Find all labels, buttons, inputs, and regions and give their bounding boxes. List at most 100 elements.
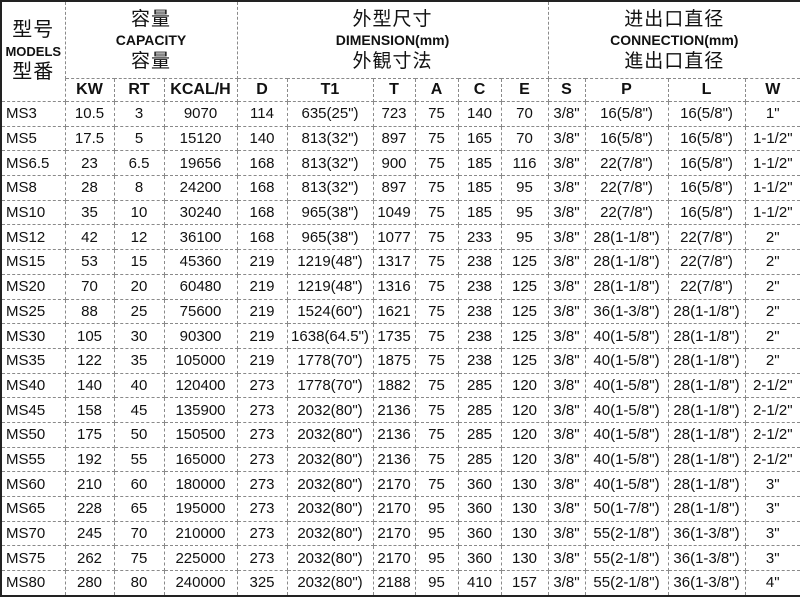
table-cell: 168 [237, 225, 287, 250]
table-cell: 60 [114, 472, 164, 497]
table-cell: 3/8" [548, 151, 585, 176]
table-cell: 2170 [373, 546, 415, 571]
table-cell: 15120 [164, 126, 237, 151]
table-cell: 1875 [373, 348, 415, 373]
model-cell: MS55 [1, 447, 65, 472]
table-cell: 5 [114, 126, 164, 151]
table-cell: 219 [237, 250, 287, 275]
table-cell: 175 [65, 422, 114, 447]
table-cell: 2188 [373, 571, 415, 596]
table-cell: 1-1/2" [745, 176, 800, 201]
table-cell: 12 [114, 225, 164, 250]
table-cell: 40 [114, 373, 164, 398]
table-cell: 273 [237, 398, 287, 423]
table-cell: 1219(48") [287, 274, 373, 299]
model-cell: MS20 [1, 274, 65, 299]
table-cell: 125 [501, 250, 548, 275]
table-cell: 9070 [164, 102, 237, 127]
table-cell: 3/8" [548, 422, 585, 447]
table-cell: 2032(80") [287, 447, 373, 472]
table-cell: 2" [745, 299, 800, 324]
table-cell: 130 [501, 521, 548, 546]
table-cell: 4" [745, 571, 800, 596]
table-cell: 1077 [373, 225, 415, 250]
table-cell: 80 [114, 571, 164, 596]
table-cell: 140 [458, 102, 501, 127]
column-header: KW [65, 79, 114, 102]
table-cell: 36(1-3/8") [668, 571, 745, 596]
table-cell: 3/8" [548, 348, 585, 373]
table-cell: 24200 [164, 176, 237, 201]
table-cell: 168 [237, 200, 287, 225]
table-cell: 1735 [373, 324, 415, 349]
capacity-header: 容量 CAPACITY 容量 [65, 1, 237, 79]
table-cell: 75 [415, 324, 458, 349]
table-cell: 75 [415, 151, 458, 176]
model-cell: MS3 [1, 102, 65, 127]
table-cell: 120 [501, 373, 548, 398]
table-cell: 150500 [164, 422, 237, 447]
table-cell: 2-1/2" [745, 398, 800, 423]
table-cell: 125 [501, 324, 548, 349]
table-cell: 28 [65, 176, 114, 201]
table-cell: 95 [415, 521, 458, 546]
table-cell: 130 [501, 472, 548, 497]
table-cell: 75 [415, 299, 458, 324]
table-cell: 1638(64.5") [287, 324, 373, 349]
table-cell: 2136 [373, 422, 415, 447]
table-cell: 75 [415, 102, 458, 127]
table-cell: 16(5/8") [668, 126, 745, 151]
table-cell: 95 [415, 546, 458, 571]
table-cell: 3/8" [548, 102, 585, 127]
table-cell: 195000 [164, 497, 237, 522]
table-cell: 95 [415, 497, 458, 522]
table-cell: 813(32") [287, 176, 373, 201]
model-cell: MS15 [1, 250, 65, 275]
table-cell: 70 [65, 274, 114, 299]
table-cell: 15 [114, 250, 164, 275]
table-cell: 16(5/8") [668, 200, 745, 225]
capacity-cn: 容量 [66, 9, 237, 30]
table-cell: 95 [501, 176, 548, 201]
table-cell: 28(1-1/8") [668, 299, 745, 324]
table-cell: 3/8" [548, 497, 585, 522]
table-cell: 36(1-3/8") [668, 521, 745, 546]
model-cell: MS8 [1, 176, 65, 201]
connection-en: CONNECTION(mm) [549, 30, 800, 51]
table-cell: 75 [415, 348, 458, 373]
table-cell: 3" [745, 497, 800, 522]
table-cell: 55(2-1/8") [585, 546, 668, 571]
table-cell: 1" [745, 102, 800, 127]
table-cell: 360 [458, 521, 501, 546]
table-cell: 168 [237, 151, 287, 176]
table-cell: 70 [114, 521, 164, 546]
table-cell: 219 [237, 274, 287, 299]
column-header: A [415, 79, 458, 102]
table-cell: 40(1-5/8") [585, 447, 668, 472]
table-cell: 55 [114, 447, 164, 472]
table-cell: 1621 [373, 299, 415, 324]
table-cell: 70 [501, 126, 548, 151]
table-cell: 273 [237, 422, 287, 447]
table-cell: 2032(80") [287, 497, 373, 522]
table-cell: 1778(70") [287, 373, 373, 398]
table-cell: 360 [458, 472, 501, 497]
table-cell: 2170 [373, 497, 415, 522]
model-cell: MS10 [1, 200, 65, 225]
table-cell: 28(1-1/8") [668, 497, 745, 522]
models-cn: 型号 [2, 20, 65, 41]
table-cell: 219 [237, 299, 287, 324]
table-cell: 40(1-5/8") [585, 422, 668, 447]
table-cell: 165 [458, 126, 501, 151]
table-cell: 2170 [373, 521, 415, 546]
model-cell: MS5 [1, 126, 65, 151]
connection-jp: 進出口直径 [549, 51, 800, 72]
table-cell: 192 [65, 447, 114, 472]
